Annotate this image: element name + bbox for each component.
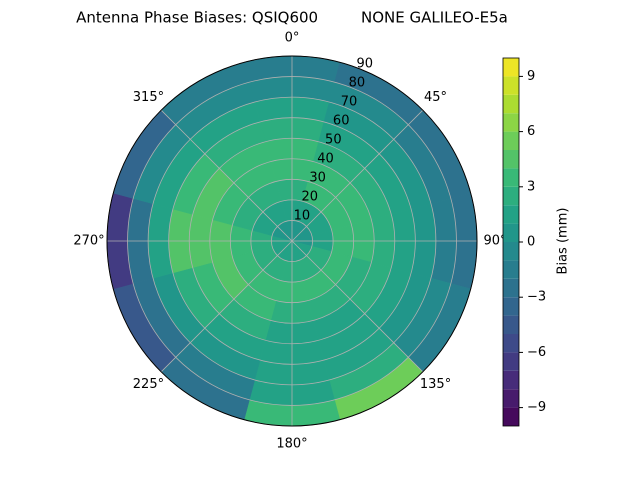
theta-tick-label: 180° — [276, 437, 307, 452]
colorbar-tick-label: 9 — [527, 69, 535, 84]
theta-tick-label: 315° — [133, 90, 164, 105]
colorbar-band — [503, 113, 519, 132]
theta-tick-label: 45° — [424, 90, 447, 105]
theta-tick-label: 0° — [285, 31, 300, 46]
r-tick-label: 90 — [357, 57, 374, 72]
colorbar-band — [503, 76, 519, 95]
colorbar-tick-label: −6 — [527, 345, 546, 360]
colorbar-band — [503, 150, 519, 169]
colorbar-band — [503, 223, 519, 242]
r-tick-label: 30 — [309, 171, 326, 186]
colorbar-tick-label: 6 — [527, 124, 535, 139]
colorbar-band — [503, 389, 519, 408]
colorbar-band — [503, 278, 519, 298]
colorbar-band — [503, 242, 519, 261]
r-tick-label: 70 — [341, 95, 358, 110]
theta-tick-label: 270° — [73, 234, 104, 249]
r-tick-label: 20 — [301, 190, 318, 205]
chart-title: Antenna Phase Biases: QSIQ600 NONE GALIL… — [76, 9, 508, 27]
r-tick-label: 60 — [333, 114, 350, 129]
theta-tick-label: 90° — [483, 234, 506, 249]
colorbar-tick-label: −9 — [527, 400, 546, 415]
colorbar-band — [503, 131, 519, 150]
r-tick-label: 50 — [325, 133, 342, 148]
colorbar-band — [503, 260, 519, 279]
theta-tick-label: 225° — [133, 377, 164, 392]
colorbar-band — [503, 297, 519, 316]
colorbar-label: Bias (mm) — [556, 208, 571, 275]
grid-spoke — [160, 240, 293, 373]
colorbar-band — [503, 94, 519, 114]
polar-frame — [106, 55, 478, 427]
r-tick-label: 80 — [349, 76, 366, 91]
colorbar-band — [503, 168, 519, 187]
theta-tick-label: 135° — [420, 377, 451, 392]
colorbar-band — [503, 334, 519, 353]
grid-spoke — [160, 109, 293, 242]
colorbar-band — [503, 352, 519, 371]
colorbar-band — [503, 407, 519, 426]
colorbar-band — [503, 370, 519, 390]
r-tick-label: 10 — [294, 209, 311, 224]
grid-spoke — [291, 240, 424, 373]
r-tick-label: 40 — [317, 152, 334, 167]
colorbar-band — [503, 58, 519, 77]
colorbar-tick-label: 3 — [527, 179, 535, 194]
colorbar-tick-label: −3 — [527, 290, 546, 305]
colorbar-tick-label: 0 — [527, 235, 535, 250]
colorbar-band — [503, 315, 519, 334]
grid-spoke — [291, 109, 424, 242]
colorbar-band — [503, 205, 519, 224]
colorbar-band — [503, 186, 519, 206]
